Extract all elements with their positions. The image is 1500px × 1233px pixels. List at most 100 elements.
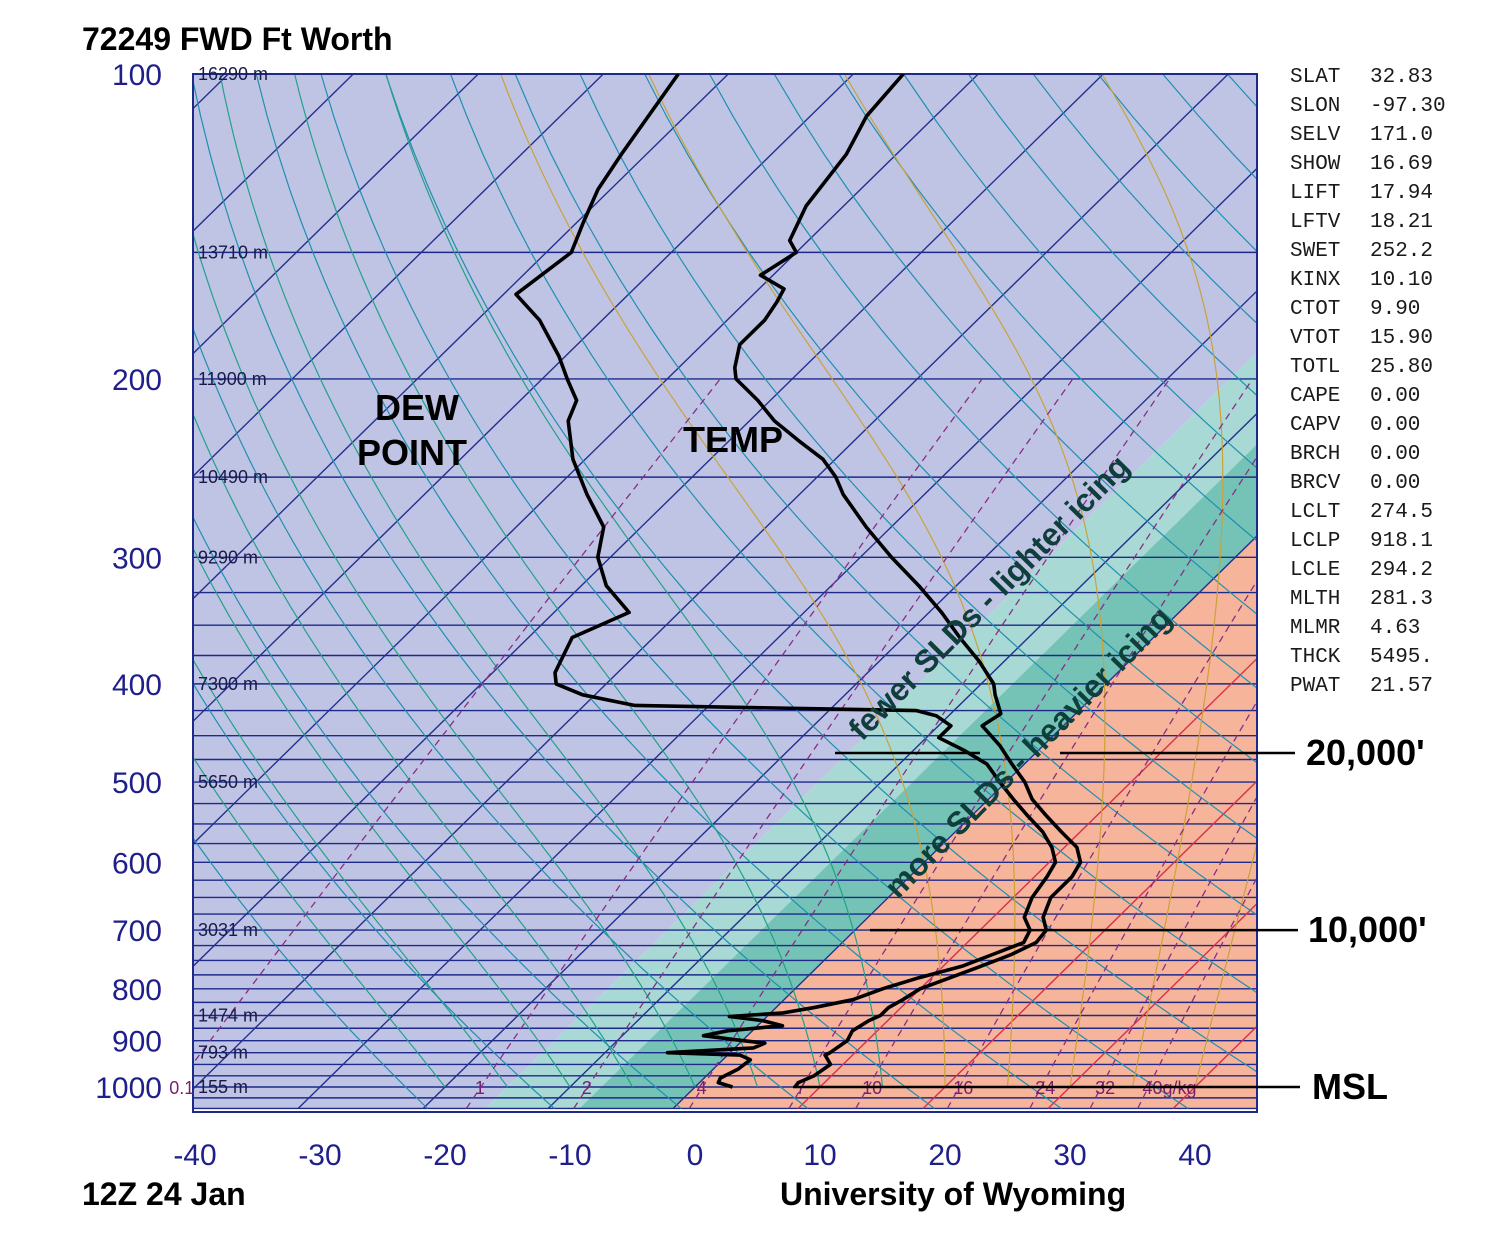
mixing-ratio-line [855, 455, 1257, 1109]
pressure-tick-label: 300 [112, 542, 162, 575]
zone-cold [193, 74, 1257, 1109]
index-value: 0.00 [1370, 443, 1420, 466]
index-label: LIFT [1290, 182, 1340, 205]
dry-adiabat [385, 74, 1257, 1073]
temperature-tick-labels: -40 -30 -20 -10 0 10 20 30 40 [173, 1139, 1211, 1172]
footer-right: University of Wyoming [780, 1176, 1126, 1212]
dew-label-line1: DEW [375, 387, 459, 428]
index-value: 0.00 [1370, 385, 1420, 408]
mixing-ratio-line [1137, 876, 1257, 1109]
index-label: VTOT [1290, 327, 1340, 350]
dry-adiabat [838, 74, 1257, 542]
dry-adiabat [514, 74, 1257, 916]
isotherm [193, 74, 604, 478]
height-label: 10490 m [198, 467, 268, 487]
isotherm [422, 289, 1257, 1109]
moist-adiabat [193, 547, 571, 1088]
pressure-tick-label: 800 [112, 974, 162, 1007]
mixing-ratio-label: 2 [582, 1078, 592, 1098]
profile-dew-point [514, 74, 1058, 1089]
zone-icing-lower [579, 444, 1257, 1109]
index-label: SELV [1290, 124, 1341, 147]
index-label: MLTH [1290, 588, 1340, 611]
height-label: 1474 m [198, 1006, 258, 1026]
index-value: 5495. [1370, 646, 1433, 669]
altitude-markers [793, 751, 1300, 1089]
isotherm [797, 657, 1257, 1109]
mixing-ratio-line [946, 579, 1257, 1109]
height-label: 5650 m [198, 772, 258, 792]
moist-adiabat [1101, 74, 1224, 1088]
temperature-tick-label: 40 [1178, 1139, 1211, 1172]
dry-adiabat [193, 78, 935, 1109]
isotherm [297, 167, 1257, 1109]
index-label: SWET [1290, 240, 1340, 263]
index-label: CAPV [1290, 414, 1341, 437]
mixing-ratio-line [1089, 795, 1257, 1109]
moist-adiabat [500, 74, 946, 1087]
index-label: TOTL [1290, 356, 1340, 379]
sounding-profiles [514, 74, 1083, 1089]
index-value: 17.94 [1370, 182, 1433, 205]
index-value: 18.21 [1370, 211, 1433, 234]
marker-10000-label: 10,000' [1308, 909, 1427, 950]
isotherm [193, 74, 479, 355]
height-label: 11900 m [198, 369, 267, 389]
moist-adiabat [843, 74, 1106, 1088]
index-label: SLON [1290, 95, 1340, 118]
dry-adiabat [644, 74, 1257, 764]
height-label: 7300 m [198, 674, 258, 694]
footer-left: 12Z 24 Jan [82, 1176, 246, 1212]
mixing-ratio-label: 0.1 [169, 1078, 194, 1098]
profile-temp [733, 74, 1083, 1089]
dry-adiabat [773, 74, 1257, 615]
index-label: LCLE [1290, 559, 1340, 582]
chart-title: 72249 FWD Ft Worth [82, 21, 393, 57]
dry-adiabat [1226, 74, 1257, 108]
isotherm [0, 74, 103, 1108]
isotherm [193, 74, 729, 600]
index-label: CTOT [1290, 298, 1340, 321]
index-value: 10.10 [1370, 269, 1433, 292]
index-value: 252.2 [1370, 240, 1433, 263]
index-value: 0.00 [1370, 414, 1420, 437]
isotherm [1423, 74, 1500, 1108]
height-label: 13710 m [198, 242, 268, 262]
height-label: 9290 m [198, 547, 258, 567]
index-value: 171.0 [1370, 124, 1433, 147]
temperature-tick-label: 20 [928, 1139, 961, 1172]
marker-msl-label: MSL [1312, 1066, 1388, 1107]
isotherm [193, 74, 1229, 1090]
pressure-tick-label: 100 [112, 59, 162, 92]
index-label: SLAT [1290, 66, 1340, 89]
pressure-tick-label: 700 [112, 915, 162, 948]
height-label: 3031 m [198, 920, 258, 940]
isotherm [922, 780, 1257, 1109]
stability-indices-panel: SLAT 32.83 SLON -97.30 SELV 171.0 SHOW 16.69 LIF… [1290, 66, 1446, 698]
dry-adiabat [708, 74, 1257, 689]
plot-frame [192, 73, 1258, 1113]
moist-adiabat [193, 231, 696, 1088]
icing-zones [193, 74, 1257, 1109]
index-value: 294.2 [1370, 559, 1433, 582]
marker-20000-label: 20,000' [1306, 732, 1425, 773]
moist-adiabat [294, 74, 821, 1088]
index-value: 25.80 [1370, 356, 1433, 379]
mixing-ratio-line [573, 378, 1074, 1109]
index-label: KINX [1290, 269, 1341, 292]
mixing-ratio-line [465, 378, 983, 1109]
dew-label-line2: POINT [357, 432, 467, 473]
height-labels: 16290 m 13710 m 11900 m 10490 m 9290 m 7300 m… [198, 64, 268, 1097]
mixing-ratio-line [788, 378, 1254, 1109]
pressure-tick-label: 200 [112, 364, 162, 397]
index-value: 21.57 [1370, 675, 1433, 698]
index-value: 16.69 [1370, 153, 1433, 176]
index-label: LFTV [1290, 211, 1341, 234]
pressure-tick-labels: 100 200 300 400 500 600 700 800 900 1000 [95, 59, 162, 1105]
index-value: -97.30 [1370, 95, 1446, 118]
isotherm [193, 74, 854, 723]
isotherm [193, 74, 979, 845]
temperature-tick-label: -40 [173, 1139, 216, 1172]
isotherm [193, 74, 1104, 968]
